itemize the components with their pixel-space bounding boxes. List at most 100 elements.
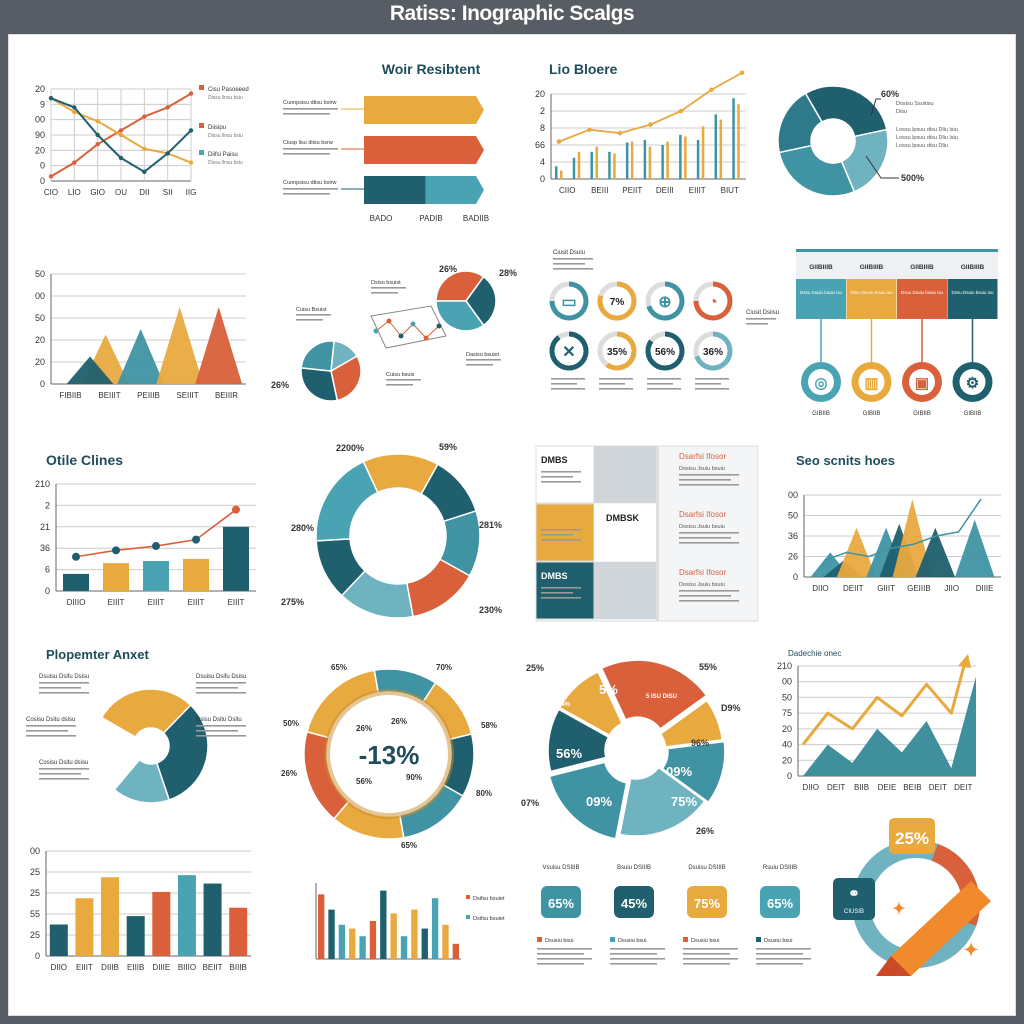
x-tick-label: BADIIB (463, 214, 489, 223)
bar (369, 921, 377, 959)
text-line (756, 953, 803, 955)
grid-cell (594, 562, 656, 619)
info-grid: DMBS Dsarfsi Ifosor Dosisu Jsuiu bsuiu DMBS… (535, 445, 761, 622)
kpi-value: 45% (621, 896, 647, 911)
bar (732, 98, 735, 179)
row-heading: Dsarfsi Ifosor (679, 568, 726, 577)
text-line (679, 590, 739, 592)
x-tick-label: DEIT (954, 783, 972, 792)
text-line (679, 474, 739, 476)
infographic-sheet: 0 0 20 90 00 9 20 CIO LIO GIO OU DII SII IIG Cisu Paso… (8, 34, 1016, 1016)
data-point (188, 160, 194, 165)
bar (380, 890, 387, 959)
x-tick-label: OU (115, 188, 127, 197)
process-table: GIIBIIIB Dssu Dsuiu bsuiu isu ◎ GIBIIB GIIBI… (796, 249, 1001, 424)
text-line (283, 108, 338, 110)
y-tick-label: 21 (40, 522, 50, 532)
text-line (196, 725, 246, 727)
bar-chart-svg: 0 25 55 25 25 00 DIIO EIIIT DIIIB EIIIB DIIIE BIIIO… (30, 846, 251, 972)
text-line (26, 725, 76, 727)
area-fill (803, 676, 976, 776)
kpi-badge (760, 886, 800, 918)
inner-label: 5 ISU DISU (646, 694, 677, 700)
text-line (39, 687, 81, 689)
area-peak (955, 519, 995, 577)
data-point (165, 105, 170, 110)
x-tick-label: GIO (90, 188, 105, 197)
area-peak (66, 356, 114, 384)
callout-line (870, 98, 881, 117)
network-link (400, 323, 414, 337)
donut-segment (661, 740, 726, 804)
data-point (142, 169, 147, 174)
x-tick-label: DEIT (929, 783, 947, 792)
area-growth-chart-svg: Dadechie onec 0 20 40 20 75 50 00 210 DIIO DEIT BII… (777, 649, 976, 792)
peak-line-chart: Seo scnits hoes 0 26 36 50 00 DIIO DEIIT GIIIT GE… (776, 451, 1008, 611)
badge-label: CIUSIB (844, 909, 864, 915)
chart-title: Dadechie onec (788, 649, 841, 658)
data-point (142, 146, 147, 151)
text-line (679, 484, 739, 486)
text-line (695, 383, 721, 385)
y-tick-label: 0 (40, 176, 45, 186)
cell-text: Dssu Dsuiu bsuiu isu (800, 290, 843, 295)
data-point (678, 108, 684, 114)
data-point (48, 174, 54, 179)
callout-label: Cuisu bsuis (386, 372, 415, 378)
text-line (386, 384, 413, 386)
kpi-value: 75% (694, 896, 720, 911)
text-line (683, 958, 738, 960)
y-tick-label: 50 (35, 269, 45, 279)
y-tick-label: 0 (40, 161, 45, 171)
text-line (283, 148, 338, 150)
kpi-legend: Dsusiu bsui (618, 938, 646, 944)
text-line (679, 532, 739, 534)
icon-caption: GIBIIB (913, 411, 931, 417)
grid-cell (594, 446, 656, 503)
sparkle-icon: ✦ (963, 940, 978, 960)
bar (560, 170, 563, 179)
donut-segment (600, 659, 708, 730)
x-tick-label: DEIII (656, 186, 674, 195)
x-tick-label: DIIO (802, 783, 818, 792)
x-tick-label: EIIIT (689, 186, 706, 195)
text-line (553, 258, 593, 260)
chart-title: Woir Resibtent (382, 61, 481, 77)
y-tick-label: 00 (788, 490, 798, 500)
chart-title: Plopemter Anxet (46, 647, 149, 662)
network-node (373, 328, 379, 334)
area-peak (117, 329, 165, 384)
icon-inner (909, 369, 935, 395)
bar (590, 151, 593, 179)
data-point (72, 109, 77, 115)
bar (613, 153, 616, 179)
callout-label: Dasisu bsuiet (466, 352, 499, 358)
text-line (26, 730, 68, 732)
x-tick-label: GIIIT (877, 584, 895, 593)
network-frame (370, 305, 447, 349)
y-tick-label: 50 (35, 313, 45, 323)
donut-segment (558, 670, 624, 737)
ring-label: 7% (610, 297, 625, 308)
row-label: DMBS (541, 571, 568, 581)
data-point (48, 96, 54, 101)
crayon-illustration-svg: 25% ⚭ CIUSIB ✦ ✦ (833, 818, 991, 976)
x-tick-label: GEIIIB (907, 584, 931, 593)
y-tick-label: 50 (788, 511, 798, 521)
text-line (371, 292, 398, 294)
kpi-heading: Bsuiu DSIIIB (617, 865, 651, 871)
data-point (95, 119, 100, 124)
area-growth-chart: Dadechie onec 0 20 40 20 75 50 00 210 DIIO DEIT BII… (776, 646, 1008, 796)
bar-trend-chart: Otile Clines 0 6 36 21 2 210 DIIIO EIIIT EIIIT EII… (21, 446, 266, 616)
y-tick-label: 0 (45, 586, 50, 596)
network-node (398, 333, 404, 339)
y-tick-label: 20 (782, 755, 792, 765)
settings-box-icon: ▣ (915, 375, 929, 392)
area-peak-chart: 0 20 20 50 00 50 FIBIIB BEIIIT PEIIIB SEIIIT BEIII… (21, 266, 266, 406)
legend-swatch (199, 150, 204, 155)
text-line (537, 958, 592, 960)
bar (648, 146, 652, 179)
link-icon: ⚭ (848, 885, 860, 901)
y-tick-label: 00 (35, 115, 45, 125)
data-point (118, 155, 124, 161)
